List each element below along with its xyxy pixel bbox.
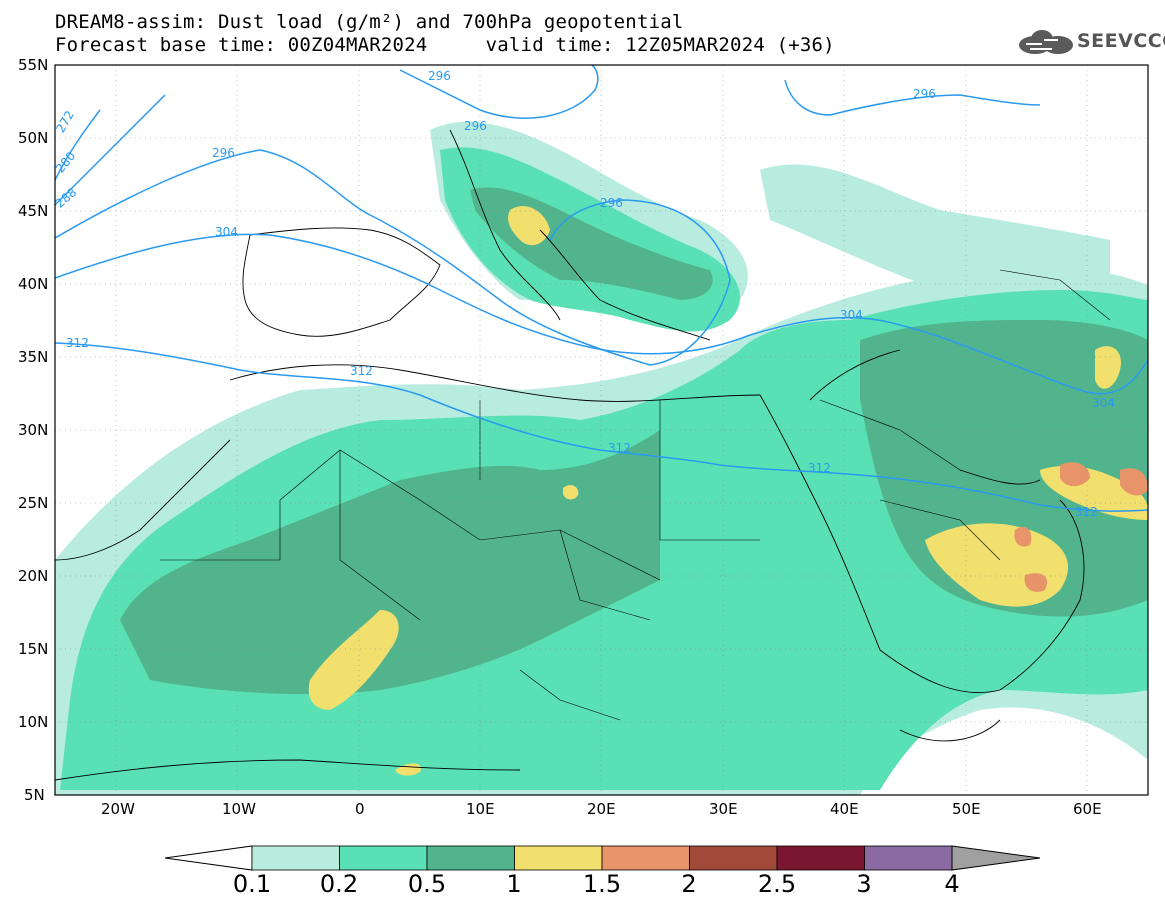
colorbar-label: 2.5 bbox=[757, 870, 797, 898]
lat-label: 30N bbox=[18, 421, 49, 439]
dust-region-yellow bbox=[563, 485, 579, 500]
cloud-icon bbox=[1019, 30, 1073, 54]
lon-label: 20E bbox=[587, 800, 616, 818]
dust-region-yellow bbox=[508, 206, 550, 246]
lat-label: 20N bbox=[18, 567, 49, 585]
gridlines bbox=[55, 65, 1148, 795]
dust-region-orange bbox=[1014, 526, 1032, 547]
contour-label: 296 bbox=[913, 87, 936, 101]
colorbar-bin bbox=[864, 845, 953, 871]
contour-label: 296 bbox=[212, 146, 235, 160]
lat-label: 45N bbox=[18, 202, 49, 220]
lon-label: 0 bbox=[355, 800, 365, 818]
colorbar-bin bbox=[776, 845, 865, 871]
colorbar-bin bbox=[689, 845, 778, 871]
lat-label: 15N bbox=[18, 640, 49, 658]
contour-label: 312 bbox=[808, 461, 831, 475]
logo-text: SEEVCCC bbox=[1077, 30, 1165, 52]
contour-label: 304 bbox=[1092, 396, 1115, 410]
colorbar-bin bbox=[339, 845, 428, 871]
contour-label: 312 bbox=[1075, 505, 1098, 519]
contour-label: 296 bbox=[464, 119, 487, 133]
dust-region-orange bbox=[1024, 573, 1048, 592]
lat-label: 40N bbox=[18, 275, 49, 293]
coastlines bbox=[55, 129, 1085, 781]
dust-region-dark bbox=[120, 430, 660, 695]
contour-label: 312 bbox=[608, 441, 631, 455]
colorbar-label: 0.2 bbox=[319, 870, 359, 898]
colorbar-label: 3 bbox=[856, 870, 872, 898]
contour-label: 288 bbox=[53, 185, 80, 210]
lat-label: 10N bbox=[18, 713, 49, 731]
dust-region-orange bbox=[1060, 462, 1090, 487]
lat-label: 25N bbox=[18, 494, 49, 512]
contour-label: 312 bbox=[350, 364, 373, 378]
dust-region-light bbox=[760, 164, 1110, 300]
contour-label: 280 bbox=[53, 149, 78, 176]
colorbar-label: 4 bbox=[944, 870, 960, 898]
lon-label: 40E bbox=[830, 800, 859, 818]
dust-region-yellow bbox=[308, 610, 399, 710]
geopotential-contours bbox=[55, 65, 1148, 512]
lat-label: 50N bbox=[18, 129, 49, 147]
lon-label: 10E bbox=[466, 800, 495, 818]
colorbar-label: 0.5 bbox=[407, 870, 447, 898]
contour-label: 296 bbox=[600, 196, 623, 210]
contour-label: 296 bbox=[428, 69, 451, 83]
colorbar-label: 0.1 bbox=[232, 870, 272, 898]
colorbar-under bbox=[164, 845, 253, 871]
colorbar-bin bbox=[601, 845, 690, 871]
contour-label: 304 bbox=[215, 225, 238, 239]
colorbar-bin bbox=[514, 845, 603, 871]
lat-label: 55N bbox=[18, 56, 49, 74]
contour-label: 312 bbox=[66, 336, 89, 350]
dust-region-yellow bbox=[1095, 346, 1121, 389]
colorbar-label: 1 bbox=[506, 870, 522, 898]
contour-label: 272 bbox=[53, 108, 77, 135]
map-frame bbox=[54, 64, 1149, 796]
lon-label: 60E bbox=[1073, 800, 1102, 818]
lon-label: 10W bbox=[222, 800, 256, 818]
dust-field bbox=[55, 121, 1148, 795]
lon-label: 50E bbox=[952, 800, 981, 818]
colorbar-bin bbox=[251, 845, 340, 871]
colorbar bbox=[164, 845, 1041, 871]
lon-label: 20W bbox=[101, 800, 135, 818]
lon-label: 30E bbox=[709, 800, 738, 818]
map-title: DREAM8-assim: Dust load (g/m²) and 700hP… bbox=[55, 11, 684, 33]
lat-label: 35N bbox=[18, 348, 49, 366]
lat-label: 5N bbox=[24, 786, 45, 804]
contour-label: 304 bbox=[840, 308, 863, 322]
colorbar-label: 1.5 bbox=[582, 870, 622, 898]
colorbar-bin bbox=[426, 845, 515, 871]
map-subtitle: Forecast base time: 00Z04MAR2024 valid t… bbox=[55, 34, 835, 56]
colorbar-over bbox=[951, 845, 1041, 871]
dust-region-orange bbox=[1120, 468, 1148, 496]
colorbar-label: 2 bbox=[681, 870, 697, 898]
